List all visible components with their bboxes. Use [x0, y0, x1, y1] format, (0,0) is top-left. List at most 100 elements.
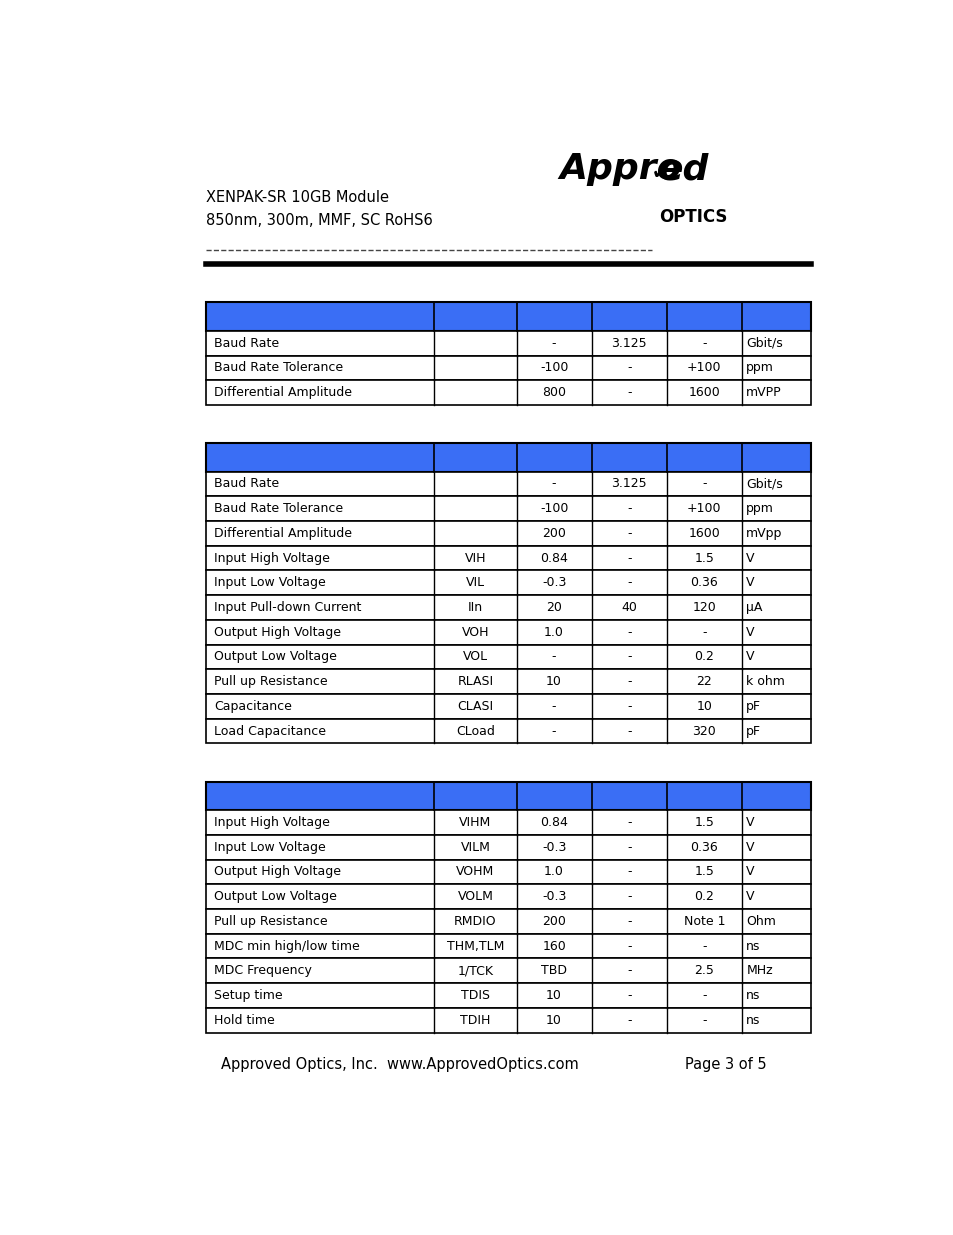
Text: 22: 22 — [696, 676, 712, 688]
Text: -: - — [626, 651, 631, 663]
Bar — [206, 958, 810, 983]
Text: VIHM: VIHM — [458, 816, 491, 829]
Text: -: - — [626, 841, 631, 853]
Text: Pull up Resistance: Pull up Resistance — [213, 915, 327, 927]
Text: 320: 320 — [692, 725, 716, 737]
Text: -: - — [626, 626, 631, 638]
Bar — [206, 472, 810, 496]
Text: RLASI: RLASI — [456, 676, 493, 688]
Text: -: - — [626, 725, 631, 737]
Bar — [206, 620, 810, 645]
Text: Input Low Voltage: Input Low Voltage — [213, 841, 325, 853]
Text: -: - — [551, 651, 556, 663]
Bar — [206, 331, 810, 356]
Text: +100: +100 — [686, 362, 720, 374]
Text: -: - — [701, 1014, 706, 1026]
Text: -: - — [626, 503, 631, 515]
Text: Baud Rate Tolerance: Baud Rate Tolerance — [213, 362, 343, 374]
Text: V: V — [745, 841, 754, 853]
Text: VOHM: VOHM — [456, 866, 494, 878]
Text: Gbit/s: Gbit/s — [745, 478, 782, 490]
Text: Baud Rate: Baud Rate — [213, 337, 278, 350]
Text: V: V — [745, 890, 754, 903]
Text: 0.36: 0.36 — [690, 577, 718, 589]
Bar — [206, 595, 810, 620]
Bar — [206, 380, 810, 405]
Text: -: - — [626, 940, 631, 952]
Text: 1.0: 1.0 — [543, 866, 563, 878]
Text: Output High Voltage: Output High Voltage — [213, 626, 340, 638]
Text: 1.5: 1.5 — [694, 866, 714, 878]
Text: -: - — [701, 989, 706, 1002]
Text: ns: ns — [745, 989, 760, 1002]
Text: -: - — [551, 337, 556, 350]
Text: Pull up Resistance: Pull up Resistance — [213, 676, 327, 688]
Text: -: - — [626, 890, 631, 903]
Text: 1.0: 1.0 — [543, 626, 563, 638]
Bar — [206, 782, 810, 810]
Text: 2.5: 2.5 — [694, 965, 714, 977]
Bar — [206, 909, 810, 934]
Text: -: - — [626, 816, 631, 829]
Text: 120: 120 — [692, 601, 716, 614]
Text: 10: 10 — [545, 676, 561, 688]
Text: Differential Amplitude: Differential Amplitude — [213, 387, 352, 399]
Text: ✓: ✓ — [649, 158, 672, 186]
Text: 1.5: 1.5 — [694, 816, 714, 829]
Text: Output High Voltage: Output High Voltage — [213, 866, 340, 878]
Text: -: - — [626, 387, 631, 399]
Text: Capacitance: Capacitance — [213, 700, 292, 713]
Text: -: - — [551, 725, 556, 737]
Text: CLASI: CLASI — [456, 700, 493, 713]
Text: 0.2: 0.2 — [694, 890, 714, 903]
Text: V: V — [745, 577, 754, 589]
Text: Output Low Voltage: Output Low Voltage — [213, 890, 336, 903]
Text: VOH: VOH — [461, 626, 489, 638]
Text: RMDIO: RMDIO — [454, 915, 497, 927]
Text: Input High Voltage: Input High Voltage — [213, 816, 330, 829]
Text: 1600: 1600 — [688, 387, 720, 399]
Text: VIL: VIL — [465, 577, 484, 589]
Text: -0.3: -0.3 — [541, 577, 566, 589]
Text: -: - — [626, 965, 631, 977]
Text: -0.3: -0.3 — [541, 841, 566, 853]
Text: Hold time: Hold time — [213, 1014, 274, 1026]
Bar — [206, 719, 810, 743]
Text: Setup time: Setup time — [213, 989, 282, 1002]
Text: V: V — [745, 651, 754, 663]
Text: 200: 200 — [541, 915, 565, 927]
Bar — [206, 694, 810, 719]
Text: VOLM: VOLM — [457, 890, 493, 903]
Text: OPTICS: OPTICS — [659, 209, 726, 226]
Text: Approved Optics, Inc.  www.ApprovedOptics.com: Approved Optics, Inc. www.ApprovedOptics… — [221, 1057, 578, 1072]
Text: V: V — [745, 626, 754, 638]
Bar — [206, 1008, 810, 1032]
Text: VIH: VIH — [464, 552, 486, 564]
Text: Note 1: Note 1 — [683, 915, 724, 927]
Bar — [206, 645, 810, 669]
Text: -: - — [626, 577, 631, 589]
Text: 3.125: 3.125 — [611, 478, 646, 490]
Text: -: - — [626, 989, 631, 1002]
Text: MHz: MHz — [745, 965, 772, 977]
Text: 1.5: 1.5 — [694, 552, 714, 564]
Text: 10: 10 — [696, 700, 712, 713]
Text: -: - — [626, 915, 631, 927]
Text: -: - — [551, 478, 556, 490]
Text: mVPP: mVPP — [745, 387, 781, 399]
Text: TBD: TBD — [540, 965, 566, 977]
Text: ed: ed — [659, 152, 709, 186]
Text: 0.84: 0.84 — [539, 816, 567, 829]
Text: 0.36: 0.36 — [690, 841, 718, 853]
Text: ns: ns — [745, 1014, 760, 1026]
Text: Output Low Voltage: Output Low Voltage — [213, 651, 336, 663]
Text: CLoad: CLoad — [456, 725, 495, 737]
Text: mVpp: mVpp — [745, 527, 781, 540]
Text: 10: 10 — [545, 989, 561, 1002]
Bar — [206, 356, 810, 380]
Text: Appro: Appro — [558, 152, 681, 186]
Text: 40: 40 — [620, 601, 637, 614]
Bar — [206, 884, 810, 909]
Text: -: - — [701, 478, 706, 490]
Text: Input Low Voltage: Input Low Voltage — [213, 577, 325, 589]
